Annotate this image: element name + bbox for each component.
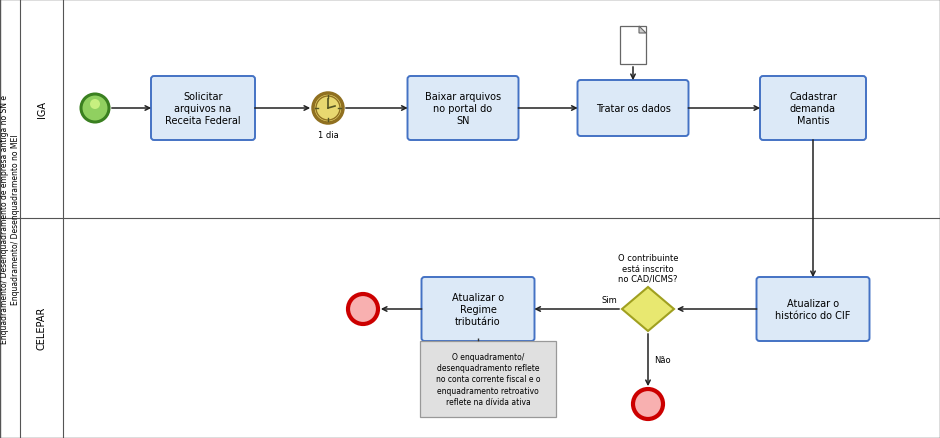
Circle shape	[348, 294, 378, 324]
Circle shape	[81, 95, 109, 123]
Text: Baixar arquivos
no portal do
SN: Baixar arquivos no portal do SN	[425, 92, 501, 125]
Circle shape	[633, 389, 663, 419]
Text: 1 dia: 1 dia	[318, 131, 338, 140]
Text: IGA: IGA	[37, 101, 46, 118]
Text: Não: Não	[654, 356, 670, 365]
Text: Tratar os dados: Tratar os dados	[596, 104, 670, 114]
FancyBboxPatch shape	[420, 341, 556, 417]
FancyBboxPatch shape	[151, 77, 255, 141]
Text: O enquadramento/
desenquadramento reflete
no conta corrente fiscal e o
enquadram: O enquadramento/ desenquadramento reflet…	[436, 353, 540, 406]
FancyBboxPatch shape	[620, 27, 646, 65]
Polygon shape	[622, 287, 674, 331]
Text: Sim: Sim	[602, 295, 617, 304]
Polygon shape	[639, 27, 646, 34]
Circle shape	[313, 94, 343, 124]
Text: Solicitar
arquivos na
Receita Federal: Solicitar arquivos na Receita Federal	[165, 92, 241, 125]
Text: Cadastrar
demanda
Mantis: Cadastrar demanda Mantis	[789, 92, 837, 125]
Circle shape	[316, 97, 340, 121]
Text: Atualizar o
histórico do CIF: Atualizar o histórico do CIF	[776, 299, 851, 320]
FancyBboxPatch shape	[577, 81, 688, 137]
FancyBboxPatch shape	[421, 277, 535, 341]
Text: Atualizar o
Regime
tributário: Atualizar o Regime tributário	[452, 293, 504, 326]
FancyBboxPatch shape	[760, 77, 866, 141]
FancyBboxPatch shape	[757, 277, 870, 341]
Text: Enquadramento/ Desenquadramento de empresa antiga no SN e
Enquadramento/ Desenqu: Enquadramento/ Desenquadramento de empre…	[0, 95, 20, 343]
FancyBboxPatch shape	[408, 77, 519, 141]
Text: O contribuinte
está inscrito
no CAD/ICMS?: O contribuinte está inscrito no CAD/ICMS…	[618, 254, 679, 283]
Circle shape	[90, 100, 100, 110]
Text: CELEPAR: CELEPAR	[37, 306, 46, 350]
